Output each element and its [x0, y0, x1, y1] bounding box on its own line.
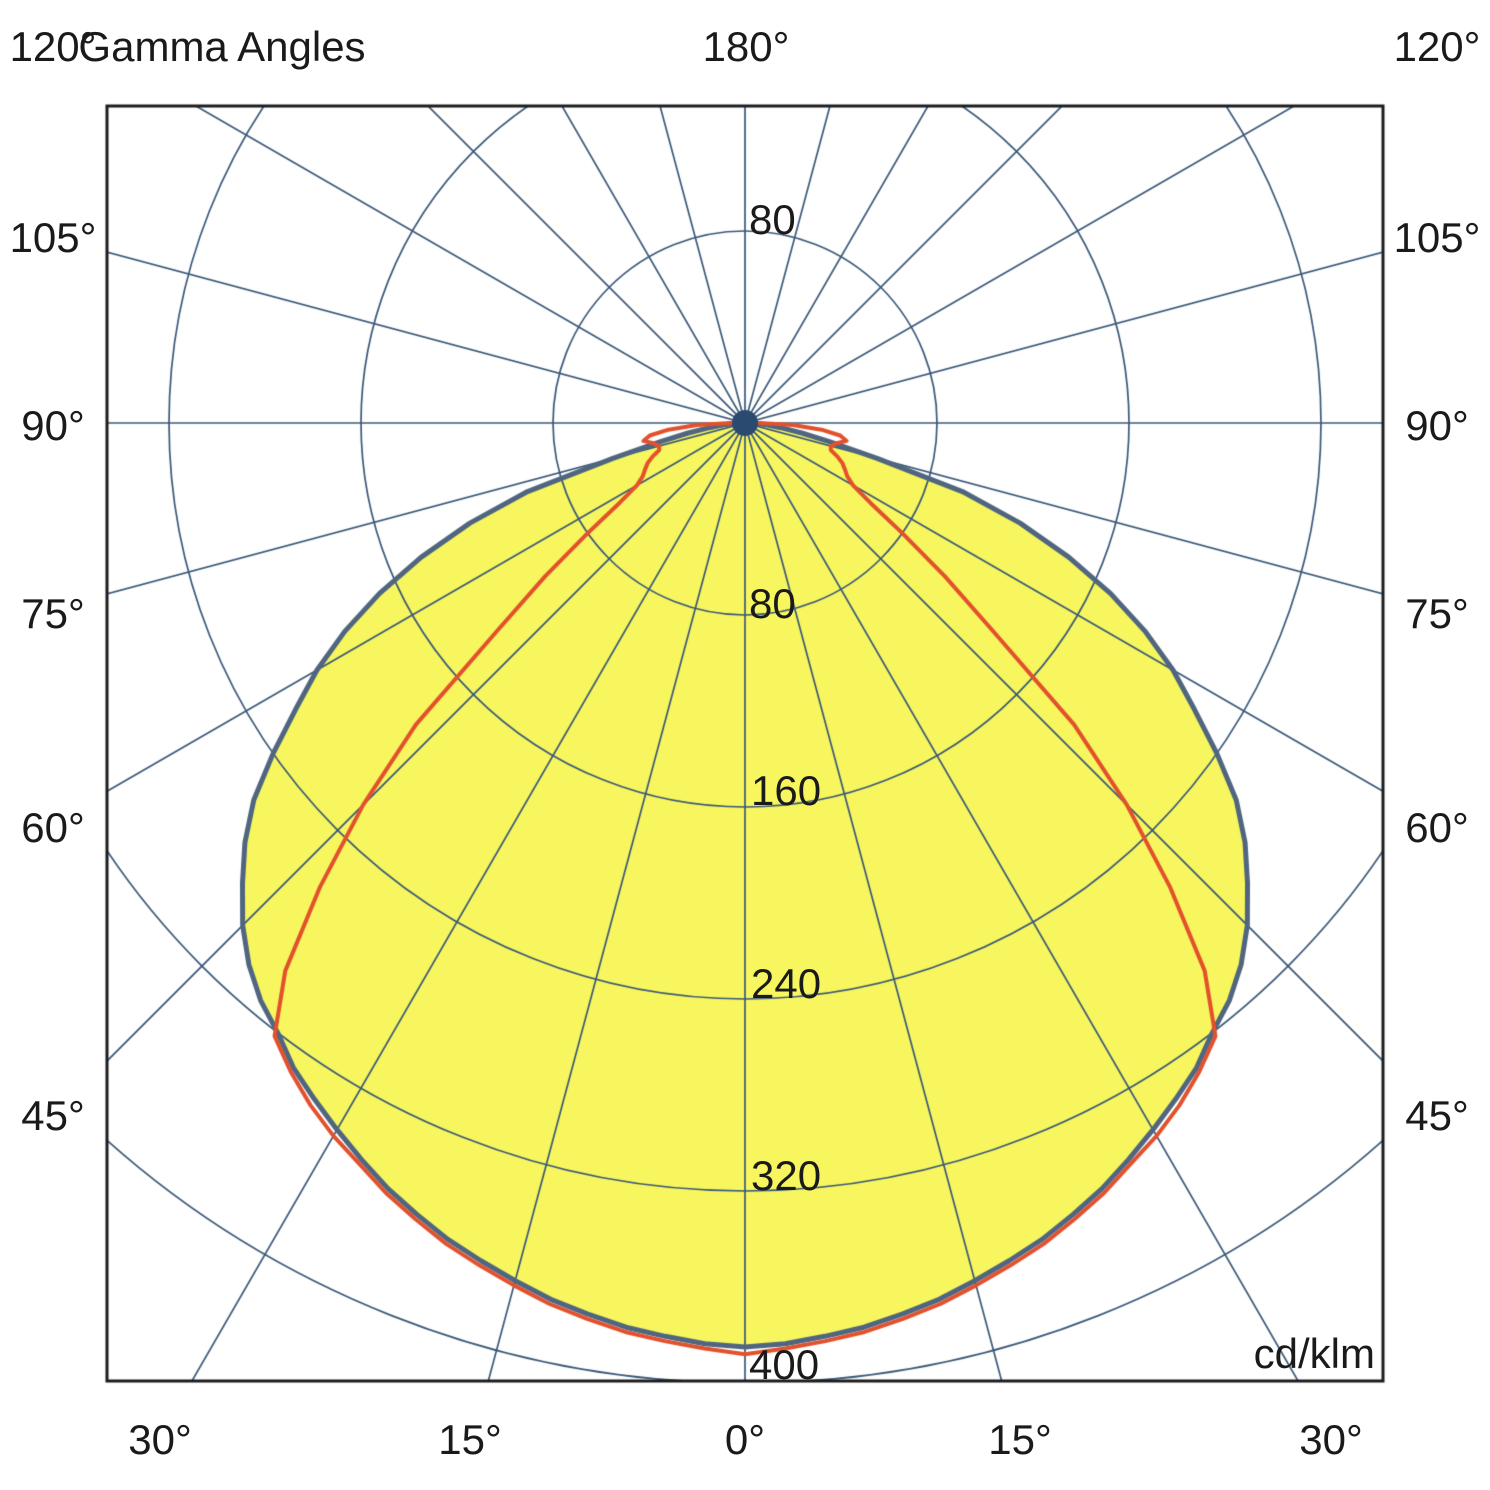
unit-label: cd/klm [1253, 1330, 1375, 1377]
